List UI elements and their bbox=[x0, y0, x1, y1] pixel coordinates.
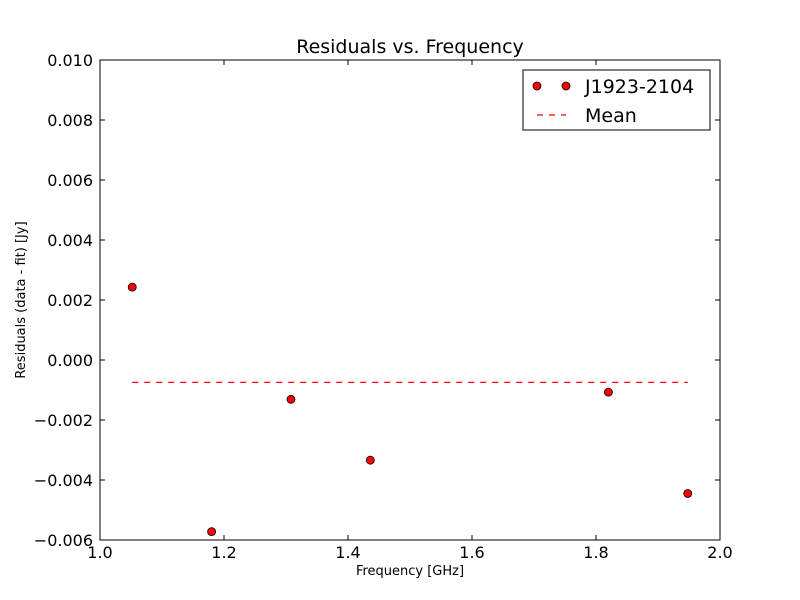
legend-label-series: J1923-2104 bbox=[584, 76, 694, 98]
plot-area bbox=[100, 60, 720, 540]
y-axis-label: Residuals (data - fit) [Jy] bbox=[14, 221, 29, 378]
legend-marker-left bbox=[532, 81, 542, 91]
x-tick-label: 1.0 bbox=[87, 543, 112, 562]
y-tick-label: −0.004 bbox=[34, 471, 93, 490]
y-tick-label: 0.010 bbox=[47, 51, 93, 70]
y-tick-label: 0.000 bbox=[47, 351, 93, 370]
y-tick-label: −0.002 bbox=[34, 411, 93, 430]
axis-ticks: 1.0 1.2 1.4 1.6 1.8 2.0 0.010 0.008 0.006 0.004 0.… bbox=[34, 51, 733, 562]
plot-frame bbox=[99, 59, 721, 541]
chart-title: Residuals vs. Frequency bbox=[296, 36, 524, 58]
legend-frame bbox=[522, 69, 711, 131]
x-tick-label: 1.4 bbox=[335, 543, 360, 562]
legend-marker-right bbox=[561, 81, 571, 91]
data-point bbox=[683, 489, 693, 498]
x-tick-label: 2.0 bbox=[707, 543, 732, 562]
x-tick-label: 1.2 bbox=[211, 543, 236, 562]
y-tick-label: 0.006 bbox=[47, 171, 93, 190]
y-tick-label: 0.002 bbox=[47, 291, 93, 310]
x-tick-label: 1.6 bbox=[459, 543, 484, 562]
x-axis-label: Frequency [GHz] bbox=[356, 564, 464, 579]
data-point bbox=[604, 387, 613, 397]
y-tick-label: 0.004 bbox=[47, 231, 93, 250]
data-point bbox=[365, 455, 375, 465]
x-tick-label: 1.8 bbox=[583, 543, 608, 562]
data-marks bbox=[127, 282, 693, 536]
data-point bbox=[286, 394, 296, 404]
y-tick-label: 0.008 bbox=[47, 111, 93, 130]
y-tick-label: −0.006 bbox=[34, 531, 93, 550]
data-point bbox=[127, 282, 137, 292]
data-point bbox=[207, 527, 217, 536]
legend: J1923-2104 Mean bbox=[522, 69, 711, 131]
legend-label-mean: Mean bbox=[585, 105, 637, 127]
